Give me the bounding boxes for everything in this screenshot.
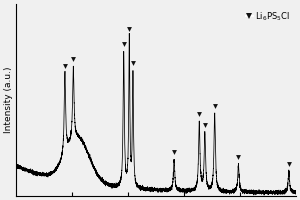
Y-axis label: Intensity (a.u.): Intensity (a.u.) [4, 67, 13, 133]
Legend: Li$_6$PS$_5$Cl: Li$_6$PS$_5$Cl [243, 8, 292, 25]
